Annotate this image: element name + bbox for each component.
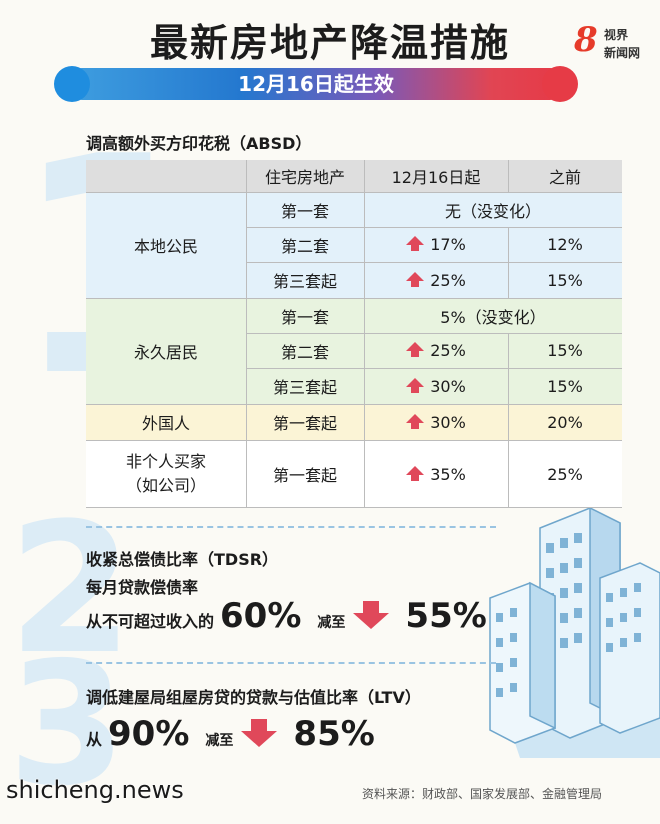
- grid-line: [246, 333, 622, 334]
- old-rate-value: 25%: [547, 464, 583, 484]
- grid-line: [246, 262, 622, 263]
- buyer-entity-line1: 非个人买家: [125, 452, 206, 471]
- ltv-to-value: 85%: [293, 714, 375, 754]
- new-rate-value: 25%: [430, 341, 466, 360]
- property-row: 第一套起: [272, 414, 337, 433]
- grid-line: [86, 440, 622, 441]
- new-rate-value: 25%: [430, 270, 466, 290]
- grid-line: [364, 160, 365, 508]
- section-3-numeral: 3: [8, 626, 127, 824]
- absd-table: 住宅房地产 12月16日起 之前 本地公民 第一套 无（没变化） 第二套 17%…: [86, 160, 622, 508]
- old-rate-value: 20%: [547, 412, 583, 432]
- property-row: 第二套: [280, 342, 329, 362]
- new-rate-cell: 25%: [364, 262, 508, 298]
- old-rate-value: 15%: [547, 376, 583, 396]
- brand-logo: 8 视界 新闻网: [574, 20, 644, 66]
- grid-line: [246, 227, 622, 228]
- property-row: 第一套起: [272, 466, 337, 485]
- old-rate-value: 15%: [547, 341, 583, 360]
- property-row: 第三套起: [272, 272, 337, 291]
- source-credit: 资料来源：财政部、国家发展部、金融管理局: [362, 787, 603, 801]
- tdsr-section-title: 收紧总偿债比率（TDSR）: [86, 550, 279, 569]
- table-header-bg: [86, 160, 622, 192]
- grid-line: [86, 404, 622, 405]
- old-rate-value: 12%: [547, 235, 583, 254]
- citizen-group-bg: [86, 192, 622, 298]
- ltv-reduce-label: 减至: [205, 733, 234, 749]
- new-rate-value: 17%: [430, 235, 466, 254]
- new-rate-cell: 30%: [364, 368, 508, 404]
- increase-arrow-icon: [406, 377, 425, 393]
- tdsr-subtitle: 每月贷款偿债率: [86, 578, 199, 597]
- column-header-property: 住宅房地产: [264, 168, 345, 187]
- tdsr-to-value: 55%: [405, 596, 487, 636]
- tdsr-reduce-label: 减至: [317, 615, 346, 631]
- foreigner-group-bg: [86, 404, 622, 440]
- new-rate-cell: 30%: [364, 404, 508, 440]
- grid-line: [86, 192, 622, 193]
- ltv-section-title: 调低建屋局组屋房贷的贷款与估值比率（LTV）: [86, 688, 421, 707]
- buyer-entity: 非个人买家 （如公司）: [86, 440, 246, 508]
- grid-line: [246, 368, 622, 369]
- grid-line: [508, 227, 509, 298]
- grid-line: [86, 507, 622, 508]
- tdsr-from-value: 60%: [220, 596, 302, 636]
- decrease-arrow-icon: [241, 719, 278, 747]
- increase-arrow-icon: [406, 342, 425, 357]
- increase-arrow-icon: [406, 271, 425, 287]
- new-rate-value: 30%: [430, 412, 466, 432]
- logo-text-line2: 新闻网: [604, 46, 641, 60]
- property-row: 第一套: [280, 201, 329, 221]
- grid-line: [246, 160, 247, 508]
- buyer-foreigner: 外国人: [141, 414, 190, 433]
- pr-group-bg: [86, 298, 622, 404]
- column-header-old-rate: 之前: [548, 168, 581, 187]
- new-rate-cell: 25%: [364, 333, 508, 368]
- property-row: 第一套: [280, 307, 329, 327]
- column-header-new-rate: 12月16日起: [391, 168, 481, 187]
- property-row: 第二套: [280, 236, 329, 256]
- buyer-entity-line2: （如公司）: [125, 476, 206, 495]
- absd-section-title: 调高额外买方印花税（ABSD）: [86, 134, 312, 153]
- effective-date-banner: [66, 68, 566, 100]
- buyer-citizen: 本地公民: [133, 237, 198, 256]
- new-rate-cell: 17%: [364, 227, 508, 262]
- entity-group-bg: [86, 440, 622, 508]
- ltv-from-value: 90%: [108, 714, 190, 754]
- tdsr-change-row: 从不可超过收入的 60% 减至 55%: [86, 596, 493, 636]
- grid-line: [508, 333, 509, 508]
- section-divider: [86, 662, 496, 664]
- decrease-arrow-icon: [353, 601, 390, 629]
- increase-arrow-icon: [406, 465, 425, 481]
- new-rate-value: 30%: [430, 376, 466, 396]
- banner-right-cap: [542, 66, 578, 102]
- property-row: 第三套起: [272, 378, 337, 397]
- old-rate-value: 15%: [547, 270, 583, 290]
- ltv-prefix: 从: [86, 730, 103, 749]
- section-2-numeral: 2: [8, 485, 134, 694]
- rate-unchanged: 5%（没变化）: [440, 307, 546, 327]
- rate-unchanged: 无（没变化）: [444, 201, 541, 221]
- logo-number: 8: [574, 20, 598, 60]
- increase-arrow-icon: [406, 413, 425, 429]
- increase-arrow-icon: [406, 236, 425, 251]
- site-watermark: shicheng.news: [6, 776, 184, 804]
- tdsr-prefix: 从不可超过收入的: [86, 612, 215, 631]
- grid-line: [508, 160, 509, 192]
- section-divider: [86, 526, 496, 528]
- page-title: 最新房地产降温措施: [149, 21, 510, 65]
- effective-date-text: 12月16日起生效: [238, 72, 394, 96]
- banner-left-cap: [54, 66, 90, 102]
- new-rate-value: 35%: [430, 464, 466, 484]
- ltv-change-row: 从 90% 减至 85%: [86, 714, 381, 758]
- grid-line: [86, 298, 622, 299]
- new-rate-cell: 35%: [364, 440, 508, 508]
- buildings-illustration: [489, 506, 660, 758]
- buyer-pr: 永久居民: [133, 343, 198, 362]
- logo-text-line1: 视界: [604, 28, 629, 42]
